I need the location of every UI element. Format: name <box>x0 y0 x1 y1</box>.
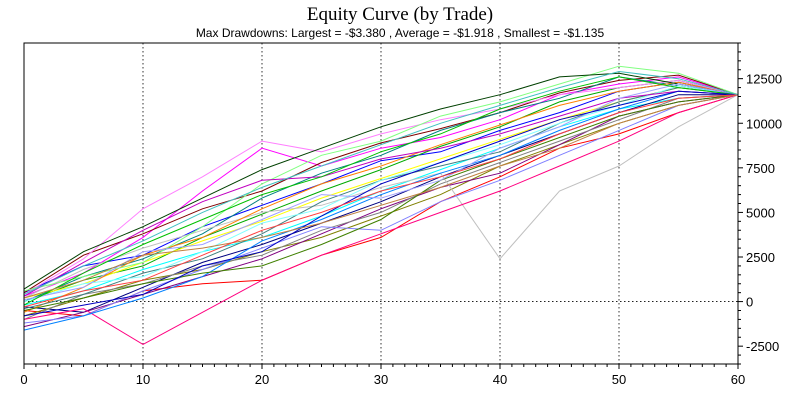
y-tick-label-0: -2500 <box>746 339 779 354</box>
y-tick-label-2: 2500 <box>746 250 775 265</box>
equity-series-7 <box>23 74 739 294</box>
equity-series-3 <box>23 76 739 297</box>
equity-series-13 <box>23 94 739 299</box>
y-tick-label-5: 10000 <box>746 116 782 131</box>
x-tick-label-4: 40 <box>493 372 507 387</box>
grid-lines <box>24 43 738 364</box>
equity-series-26 <box>23 76 739 306</box>
x-axis-ticks: 0 10 20 30 40 50 60 <box>20 364 745 387</box>
equity-series-21 <box>23 90 739 331</box>
x-tick-label-6: 60 <box>731 372 745 387</box>
equity-series-29 <box>23 94 739 308</box>
equity-series-group <box>23 65 739 345</box>
equity-series-16 <box>23 79 739 295</box>
y-tick-label-1: 0 <box>746 295 753 310</box>
equity-series-28 <box>23 94 739 299</box>
plot-area: 0 10 20 30 40 50 60 -2500 0 2500 5000 7500 10000 125… <box>20 42 782 387</box>
equity-series-24 <box>23 94 739 311</box>
equity-series-17 <box>23 65 739 292</box>
y-tick-label-6: 12500 <box>746 72 782 87</box>
equity-series-30 <box>23 70 739 295</box>
equity-series-15 <box>23 94 739 324</box>
y-tick-label-4: 7500 <box>746 161 775 176</box>
equity-series-19 <box>23 94 739 345</box>
equity-series-27 <box>23 90 739 317</box>
x-tick-label-0: 0 <box>20 372 27 387</box>
y-tick-label-3: 5000 <box>746 205 775 220</box>
x-tick-label-2: 20 <box>255 372 269 387</box>
x-tick-label-3: 30 <box>374 372 388 387</box>
x-tick-label-5: 50 <box>612 372 626 387</box>
x-tick-label-1: 10 <box>136 372 150 387</box>
equity-series-20 <box>23 72 739 290</box>
chart-title: Equity Curve (by Trade) <box>307 4 493 25</box>
equity-series-25 <box>23 83 739 301</box>
chart-subtitle: Max Drawdowns: Largest = -$3.380 , Avera… <box>196 26 605 40</box>
y-axis-ticks: -2500 0 2500 5000 7500 10000 12500 <box>738 42 782 365</box>
